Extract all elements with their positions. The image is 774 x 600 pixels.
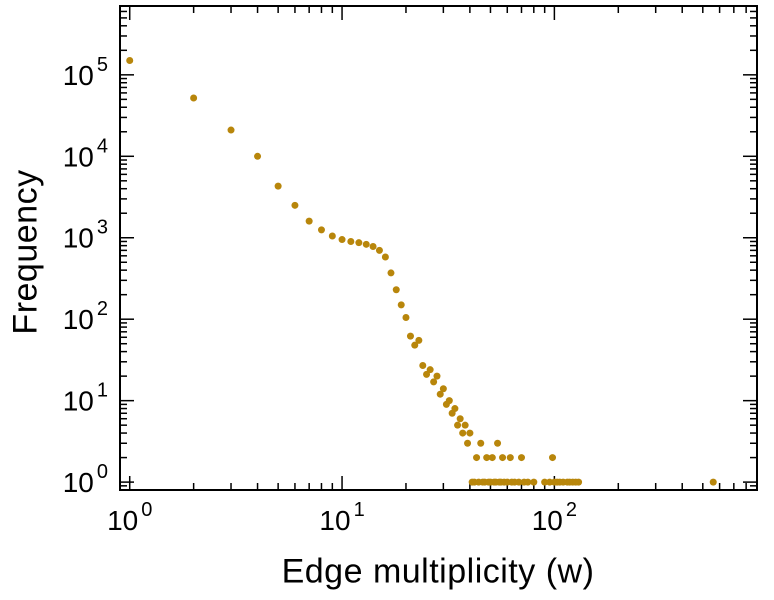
data-point xyxy=(369,243,377,251)
data-point xyxy=(506,454,514,462)
data-point xyxy=(517,454,525,462)
data-point xyxy=(488,454,496,462)
x-tick-label: 10 0 xyxy=(107,499,152,536)
data-point xyxy=(375,246,383,254)
x-axis-label: Edge multiplicity (w) xyxy=(281,552,595,591)
data-point xyxy=(402,313,410,321)
data-point xyxy=(530,478,538,486)
data-point xyxy=(254,152,262,160)
y-tick-label: 10 0 xyxy=(63,461,108,498)
data-point xyxy=(328,232,336,240)
y-axis-label: Frequency xyxy=(6,169,45,335)
data-point xyxy=(317,226,325,234)
data-point xyxy=(392,286,400,294)
data-point xyxy=(406,332,414,340)
data-point xyxy=(494,439,502,447)
y-tick-label: 10 5 xyxy=(63,54,108,91)
data-point xyxy=(126,56,134,64)
data-point xyxy=(387,269,395,277)
data-point xyxy=(423,370,431,378)
data-point xyxy=(305,217,313,225)
data-point xyxy=(227,126,235,134)
data-point xyxy=(524,478,532,486)
y-tick-label: 10 3 xyxy=(63,217,108,254)
data-point xyxy=(483,454,491,462)
data-point xyxy=(338,236,346,244)
data-point xyxy=(426,366,434,374)
data-point xyxy=(415,336,423,344)
data-point xyxy=(461,421,469,429)
data-point xyxy=(466,429,474,437)
data-point xyxy=(464,439,472,447)
data-point xyxy=(541,478,549,486)
y-tick-label: 10 1 xyxy=(63,380,108,417)
data-point xyxy=(477,439,485,447)
data-point xyxy=(436,390,444,398)
data-point xyxy=(459,429,467,437)
data-point xyxy=(575,478,583,486)
x-tick-label: 10 2 xyxy=(532,499,577,536)
x-tick-label: 10 1 xyxy=(319,499,364,536)
y-tick-label: 10 4 xyxy=(63,135,108,172)
data-point xyxy=(499,454,507,462)
data-point xyxy=(430,378,438,386)
data-point xyxy=(347,237,355,245)
data-point xyxy=(190,94,198,102)
data-point xyxy=(549,454,557,462)
data-point xyxy=(473,454,481,462)
data-point xyxy=(355,239,363,247)
data-point xyxy=(433,372,441,380)
data-point xyxy=(381,253,389,261)
data-point xyxy=(397,301,405,309)
data-point xyxy=(709,478,717,486)
data-point xyxy=(456,415,464,423)
data-point xyxy=(454,421,462,429)
data-point xyxy=(291,201,299,209)
plot-border xyxy=(119,5,758,491)
data-point xyxy=(515,478,523,486)
data-point xyxy=(451,405,459,413)
data-point xyxy=(362,240,370,248)
data-point xyxy=(411,341,419,349)
y-tick-label: 10 2 xyxy=(63,298,108,335)
data-point xyxy=(439,385,447,393)
data-point xyxy=(419,362,427,370)
data-point xyxy=(445,397,453,405)
data-point xyxy=(274,182,282,190)
